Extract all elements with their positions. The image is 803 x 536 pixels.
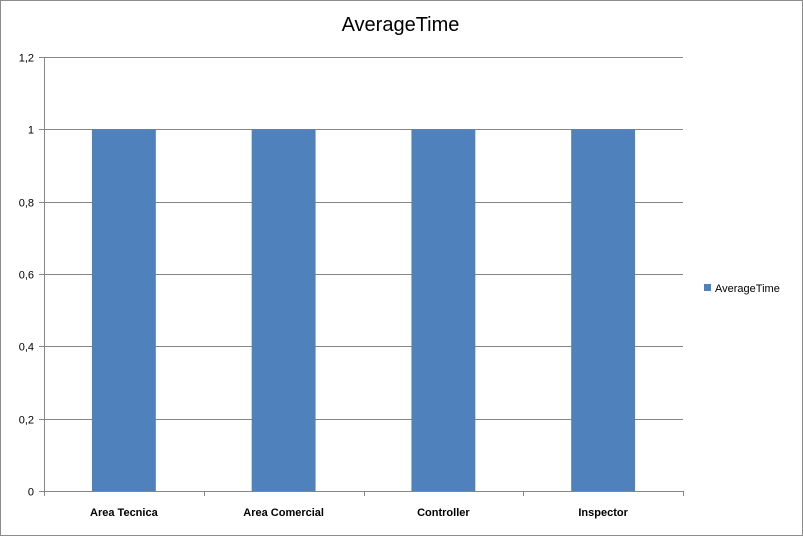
y-tick-label: 0,4 [19, 342, 34, 354]
bar [251, 129, 316, 492]
y-tick-label: 0 [28, 487, 34, 499]
bar [411, 129, 476, 492]
y-tick-label: 1 [28, 125, 34, 137]
legend-swatch [704, 284, 711, 291]
axis-labels: 0 0,2 0,4 0,6 0,8 1 1,2 Area Tecnica Area Comerc… [19, 53, 629, 520]
y-tick-label: 0,8 [19, 198, 34, 210]
category-label: Area Comercial [243, 507, 324, 519]
chart-title: AverageTime [341, 14, 460, 36]
category-label: Area Tecnica [90, 507, 159, 519]
y-tick-label: 0,6 [19, 270, 34, 282]
category-label: Inspector [578, 507, 628, 519]
legend: AverageTime [704, 283, 780, 295]
y-tick-label: 0,2 [19, 415, 34, 427]
category-label: Controller [417, 507, 470, 519]
bar [571, 129, 636, 492]
axes [39, 57, 684, 496]
y-tick-label: 1,2 [19, 53, 34, 65]
bars [91, 129, 636, 492]
legend-label: AverageTime [715, 283, 780, 295]
bar [91, 129, 156, 492]
